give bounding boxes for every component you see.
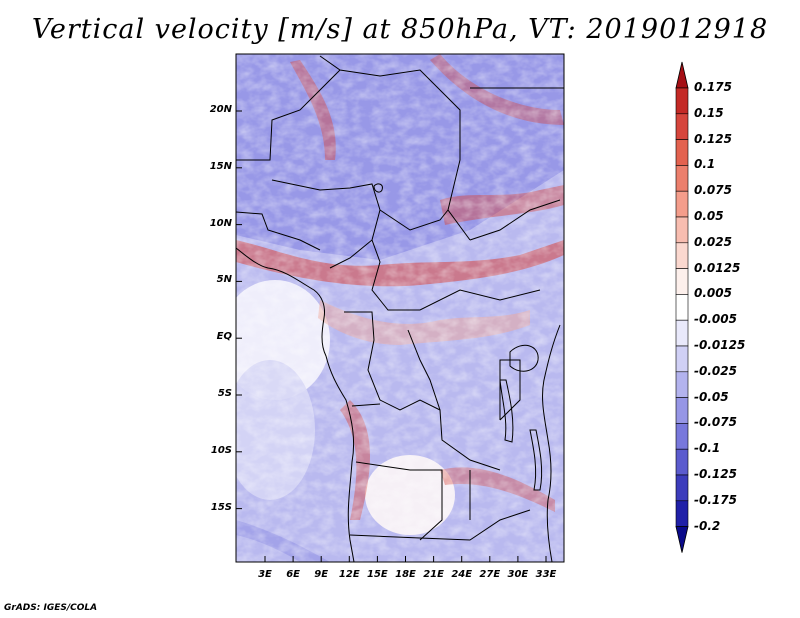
colorbar-label: 0.1	[694, 157, 716, 172]
colorbar-segment	[675, 448, 689, 476]
colorbar-label: -0.1	[694, 441, 721, 456]
colorbar-segment	[675, 190, 689, 218]
colorbar-label: -0.175	[694, 492, 737, 507]
lon-label: 21E	[423, 569, 444, 580]
credit-label: GrADS: IGES/COLA	[4, 603, 98, 613]
lon-label: 30E	[507, 569, 529, 580]
lon-label: 27E	[479, 569, 501, 580]
colorbar-segment	[675, 423, 689, 450]
colorbar-label: -0.05	[694, 389, 729, 404]
colorbar-label: -0.025	[694, 363, 737, 378]
lat-label: 20N	[209, 104, 232, 115]
colorbar-segment	[675, 268, 689, 295]
map-frame	[235, 53, 565, 563]
colorbar-label: -0.2	[694, 518, 721, 533]
velocity-field	[236, 54, 564, 562]
colorbar-label: -0.075	[694, 415, 737, 430]
lon-label: 12E	[338, 569, 360, 580]
colorbar-label: 0.075	[694, 183, 732, 198]
axis-ticks	[236, 110, 547, 562]
colorbar-segment	[675, 371, 689, 398]
colorbar-segment	[675, 165, 689, 192]
colorbar-label: 0.025	[694, 234, 732, 249]
lat-label: 10N	[209, 217, 232, 229]
colorbar-min-arrow	[675, 526, 689, 553]
lon-label: 6E	[286, 569, 300, 580]
colorbar-label: -0.005	[694, 312, 737, 327]
lon-label: 15E	[367, 569, 388, 580]
lon-label: 18E	[395, 569, 416, 580]
lat-label: 5N	[216, 274, 232, 286]
colorbar-segment	[675, 319, 689, 347]
lat-label: 5S	[217, 388, 232, 399]
coastlines-and-borders	[236, 55, 564, 562]
colorbar-segment	[675, 345, 689, 373]
colorbar-segment	[675, 500, 689, 527]
colorbar-label: 0.15	[694, 105, 724, 120]
lon-label: 3E	[258, 569, 272, 580]
lon-label: 33E	[535, 569, 557, 580]
colorbar-segment	[675, 113, 689, 140]
colorbar-label: -0.0125	[694, 338, 746, 352]
colorbar-label: -0.125	[694, 467, 737, 481]
colorbar-segment	[675, 216, 689, 244]
colorbar-max-arrow	[675, 61, 689, 89]
lon-label: 24E	[451, 569, 473, 580]
colorbar-segment	[675, 474, 689, 502]
colorbar-label: 0.0125	[694, 260, 741, 275]
lat-label: 15S	[210, 501, 232, 513]
colorbar-segment	[675, 242, 689, 269]
colorbar-label: 0.175	[694, 80, 732, 94]
colorbar-segment	[675, 87, 689, 115]
colorbar-segment	[675, 294, 689, 321]
lat-label: 15N	[209, 160, 232, 172]
colorbar	[675, 61, 689, 553]
colorbar-label: 0.05	[694, 209, 724, 223]
lat-label: EQ	[216, 331, 232, 343]
colorbar-segment	[675, 397, 689, 424]
colorbar-segment	[675, 139, 689, 166]
lat-label: 10S	[210, 444, 232, 456]
colorbar-label: 0.005	[694, 286, 732, 301]
lon-label: 9E	[314, 569, 329, 580]
colorbar-label: 0.125	[694, 131, 732, 146]
map-title: Vertical velocity [m/s] at 850hPa, VT: 2…	[31, 14, 769, 45]
